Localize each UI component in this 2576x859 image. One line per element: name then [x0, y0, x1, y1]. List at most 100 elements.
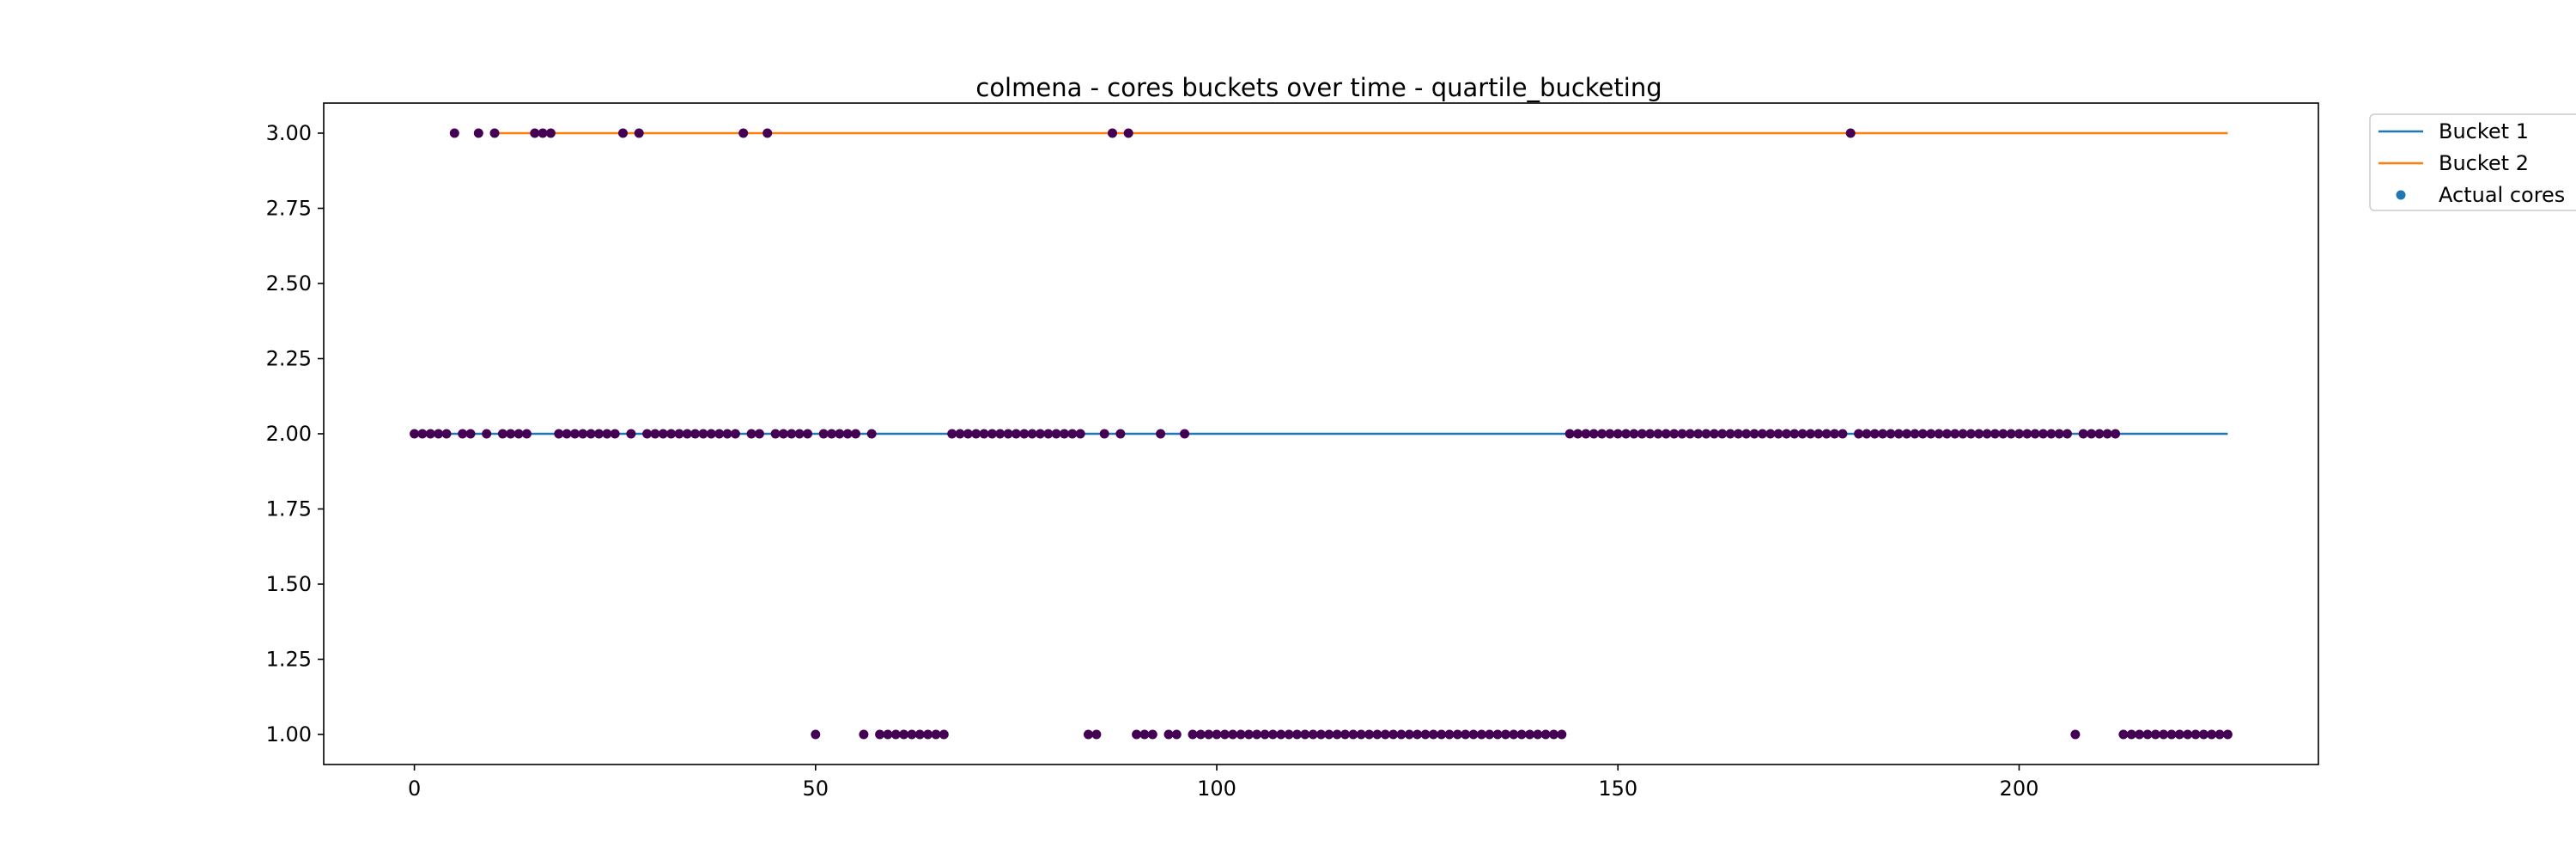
- data-point: [1773, 429, 1783, 439]
- data-point: [979, 429, 989, 439]
- data-point: [899, 729, 909, 740]
- y-tick-label: 2.00: [266, 422, 312, 446]
- data-point: [1934, 429, 1944, 439]
- data-point: [939, 729, 949, 740]
- data-point: [1260, 729, 1270, 740]
- data-point: [1123, 128, 1133, 138]
- data-point: [931, 729, 941, 740]
- data-point: [1388, 729, 1399, 740]
- data-point: [1917, 429, 1928, 439]
- data-point: [1525, 729, 1534, 740]
- data-point: [1557, 729, 1567, 740]
- data-point: [666, 429, 677, 439]
- data-point: [706, 429, 716, 439]
- data-point: [2183, 729, 2193, 740]
- data-point: [1485, 729, 1495, 740]
- data-point: [2174, 729, 2184, 740]
- data-point: [1589, 429, 1599, 439]
- data-point: [778, 429, 788, 439]
- data-point: [1797, 429, 1807, 439]
- data-point: [690, 429, 701, 439]
- data-point: [1171, 729, 1182, 740]
- y-tick-label: 2.75: [266, 197, 312, 221]
- data-point: [730, 429, 740, 439]
- data-point: [2046, 429, 2057, 439]
- data-point: [2190, 729, 2201, 740]
- data-point: [803, 429, 812, 439]
- data-point: [738, 128, 749, 138]
- data-point: [1468, 729, 1479, 740]
- data-point: [883, 729, 893, 740]
- data-point: [2150, 729, 2160, 740]
- y-tick-label: 1.00: [266, 722, 312, 746]
- legend: Bucket 1 Bucket 2 Actual cores: [2369, 113, 2576, 211]
- data-point: [1878, 429, 1888, 439]
- data-point: [1533, 729, 1543, 740]
- data-point: [1212, 729, 1222, 740]
- data-point: [859, 729, 869, 740]
- data-point: [2038, 429, 2048, 439]
- data-point: [1348, 729, 1358, 740]
- data-point: [794, 429, 805, 439]
- data-point: [722, 429, 732, 439]
- y-tick-label: 2.50: [266, 271, 312, 295]
- data-point: [1380, 729, 1390, 740]
- data-point: [441, 429, 452, 439]
- data-point: [1195, 729, 1206, 740]
- data-point: [754, 429, 764, 439]
- data-point: [610, 429, 620, 439]
- data-point: [1733, 429, 1743, 439]
- data-point: [545, 128, 556, 138]
- data-point: [682, 429, 692, 439]
- data-point: [417, 429, 428, 439]
- data-point: [1099, 429, 1109, 439]
- data-point: [875, 729, 885, 740]
- data-point: [866, 429, 877, 439]
- data-point: [746, 429, 756, 439]
- data-point: [570, 429, 580, 439]
- data-point: [842, 429, 853, 439]
- data-point: [578, 429, 588, 439]
- data-point: [1749, 429, 1759, 439]
- data-point: [1965, 429, 1976, 439]
- data-point: [1717, 429, 1728, 439]
- data-point: [1645, 429, 1656, 439]
- data-point: [2063, 429, 2072, 439]
- data-point: [1982, 429, 1992, 439]
- data-point: [1573, 429, 1583, 439]
- data-point: [818, 429, 829, 439]
- data-point: [1830, 429, 1839, 439]
- data-point: [851, 429, 860, 439]
- data-point: [1886, 429, 1896, 439]
- data-point: [971, 429, 981, 439]
- data-point: [1789, 429, 1800, 439]
- data-point: [1757, 429, 1767, 439]
- data-point: [1990, 429, 2000, 439]
- data-point: [425, 429, 435, 439]
- y-tick-label: 1.50: [266, 572, 312, 596]
- data-point: [626, 429, 636, 439]
- data-point: [907, 729, 917, 740]
- data-point: [1284, 729, 1294, 740]
- data-point: [594, 429, 604, 439]
- data-point: [1629, 429, 1639, 439]
- data-point: [2030, 429, 2040, 439]
- x-tick-label: 150: [1598, 777, 1637, 801]
- data-point: [1500, 729, 1510, 740]
- data-point: [1765, 429, 1776, 439]
- data-point: [1003, 429, 1013, 439]
- data-point: [1950, 429, 1960, 439]
- data-point: [1869, 429, 1880, 439]
- data-point: [434, 429, 444, 439]
- data-point: [1252, 729, 1262, 740]
- data-point: [506, 429, 516, 439]
- data-point: [1893, 429, 1904, 439]
- data-point: [1084, 729, 1093, 740]
- data-point: [1011, 429, 1021, 439]
- data-point: [1413, 729, 1423, 740]
- data-point: [1516, 729, 1527, 740]
- data-point: [1204, 729, 1214, 740]
- legend-swatch: [2396, 190, 2406, 200]
- data-point: [1845, 128, 1856, 138]
- data-point: [2054, 429, 2064, 439]
